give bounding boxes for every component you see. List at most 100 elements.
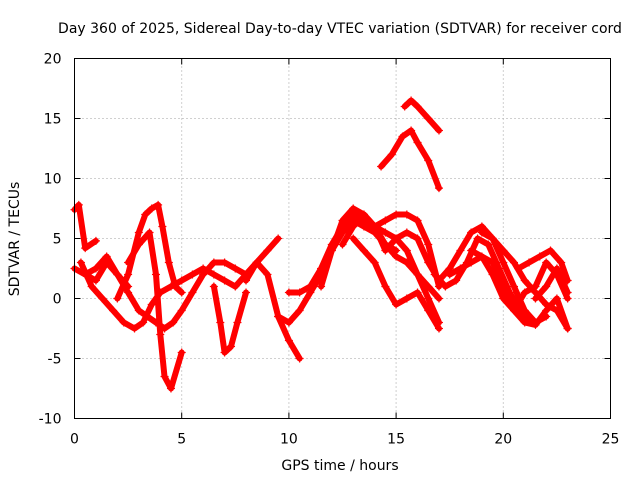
data-point	[154, 200, 163, 209]
x-tick-label: 5	[177, 432, 186, 448]
data-point	[199, 270, 208, 279]
data-point	[134, 306, 143, 315]
y-tick-label: -10	[39, 412, 62, 428]
data-point	[381, 228, 390, 237]
data-point	[169, 318, 178, 327]
y-tick-label: -5	[48, 352, 62, 368]
series-line	[285, 211, 442, 326]
series-line	[431, 235, 535, 326]
series-sat-w	[531, 264, 572, 303]
data-point	[525, 258, 534, 267]
data-point	[209, 258, 218, 267]
series-line	[339, 211, 442, 284]
data-point	[81, 270, 90, 279]
data-point	[113, 270, 122, 279]
series-sat-p	[400, 96, 443, 135]
x-axis-label: GPS time / hours	[281, 458, 398, 474]
data-point	[124, 258, 133, 267]
data-point	[510, 306, 519, 315]
data-point	[177, 276, 186, 285]
data-point	[424, 306, 433, 315]
data-point	[370, 222, 379, 231]
data-point	[113, 294, 122, 303]
series-sat-g	[209, 282, 251, 357]
data-point	[284, 288, 293, 297]
data-point	[445, 270, 454, 279]
data-point	[76, 258, 85, 267]
data-point	[102, 252, 111, 261]
series-sat-f	[124, 228, 186, 393]
series-sat-v	[514, 246, 572, 285]
series-sat-s	[445, 252, 572, 333]
data-point	[392, 300, 401, 309]
y-axis-label: SDTVAR / TECUs	[7, 182, 23, 297]
data-point	[177, 306, 186, 315]
data-point	[398, 132, 407, 141]
data-point	[535, 252, 544, 261]
data-point	[441, 282, 450, 291]
data-point	[424, 114, 433, 123]
data-point	[514, 264, 523, 273]
data-point	[317, 282, 326, 291]
data-point	[349, 222, 358, 231]
data-point	[430, 270, 439, 279]
y-tick-label: 20	[44, 52, 62, 68]
data-point	[477, 252, 486, 261]
data-point	[413, 270, 422, 279]
series-sat-d	[81, 234, 283, 333]
data-point	[147, 300, 156, 309]
data-point	[413, 216, 422, 225]
data-point	[381, 246, 390, 255]
data-point	[413, 138, 422, 147]
data-point	[359, 246, 368, 255]
data-point	[209, 270, 218, 279]
data-point	[413, 288, 422, 297]
data-point	[177, 288, 186, 297]
data-point	[81, 244, 90, 253]
data-point	[434, 294, 443, 303]
data-point	[424, 240, 433, 249]
series-line	[125, 229, 185, 392]
data-point	[402, 258, 411, 267]
data-point	[387, 150, 396, 159]
data-point	[284, 336, 293, 345]
data-point	[349, 234, 358, 243]
data-point	[242, 276, 251, 285]
data-point	[220, 348, 229, 357]
data-point	[531, 320, 540, 329]
data-point	[91, 276, 100, 285]
data-point	[407, 126, 416, 135]
data-point	[499, 246, 508, 255]
data-point	[434, 184, 443, 193]
y-tick-label: 10	[44, 172, 62, 188]
data-point	[488, 234, 497, 243]
data-point	[209, 282, 218, 291]
data-point	[156, 330, 165, 339]
data-point	[284, 318, 293, 327]
data-point	[377, 162, 386, 171]
data-point	[424, 156, 433, 165]
x-tick-label: 15	[387, 432, 405, 448]
data-point	[413, 234, 422, 243]
data-point	[139, 318, 148, 327]
data-point	[477, 228, 486, 237]
data-point	[510, 282, 519, 291]
data-point	[164, 258, 173, 267]
data-point	[424, 294, 433, 303]
data-point	[327, 246, 336, 255]
data-point	[488, 270, 497, 279]
data-point	[242, 288, 251, 297]
data-point	[467, 228, 476, 237]
data-point	[413, 102, 422, 111]
series-line	[468, 247, 571, 314]
series-line	[71, 201, 99, 252]
data-point	[216, 318, 225, 327]
data-point	[98, 294, 107, 303]
data-point	[263, 246, 272, 255]
data-point	[295, 306, 304, 315]
data-point	[381, 282, 390, 291]
data-point	[392, 210, 401, 219]
data-point	[171, 282, 180, 291]
data-point	[434, 324, 443, 333]
data-point	[392, 252, 401, 261]
